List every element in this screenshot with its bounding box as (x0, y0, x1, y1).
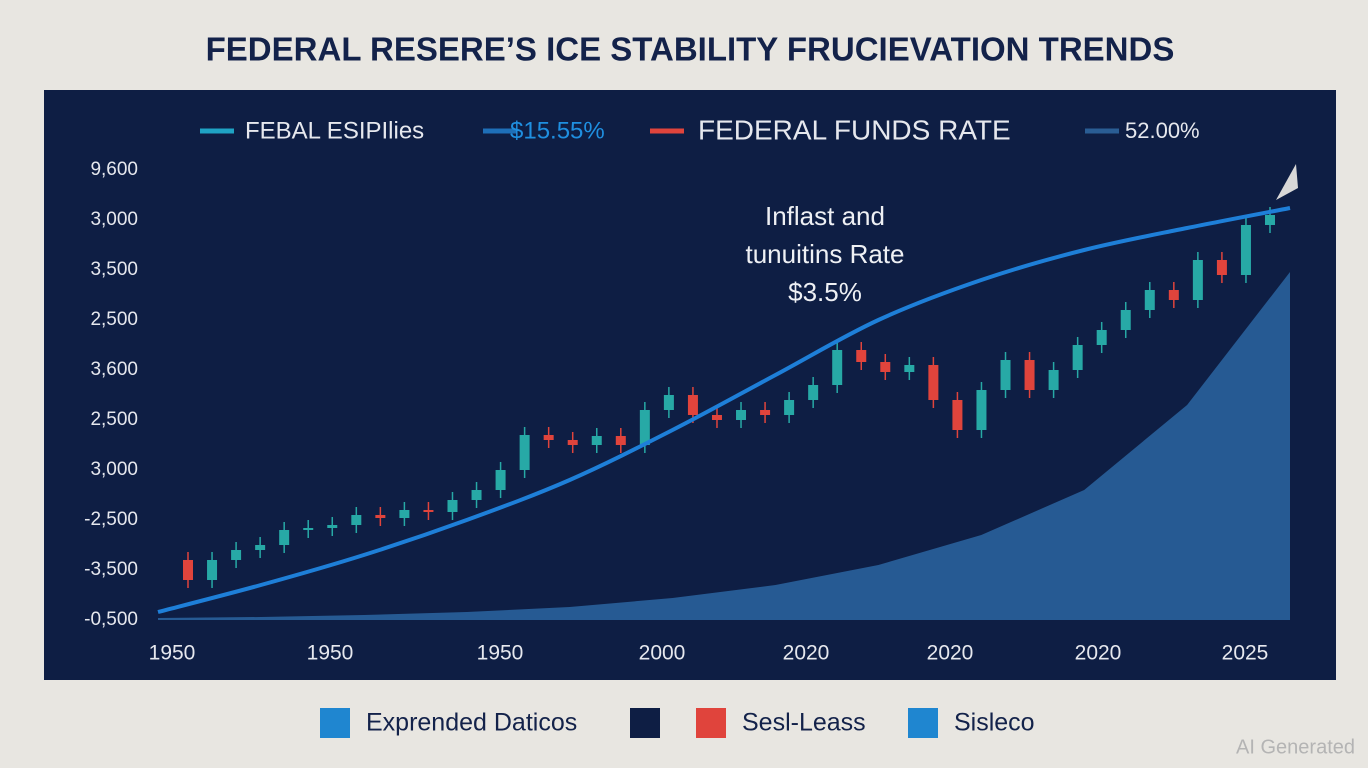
legend-label: $15.55% (510, 117, 605, 144)
candle-body (1192, 260, 1203, 300)
x-axis-label: 2025 (1222, 642, 1269, 665)
y-axis-label: 9,600 (90, 159, 138, 180)
candle-body (1120, 310, 1131, 330)
candle-body (543, 435, 554, 440)
chart-title: FEDERAL RESERE’S ICE STABILITY FRUCIEVAT… (206, 31, 1175, 68)
y-axis-label: 2,500 (90, 409, 138, 430)
x-axis-label: 2020 (783, 642, 830, 665)
legend-label: Sesl-Leass (742, 709, 866, 737)
area (158, 272, 1290, 620)
candle-body (447, 500, 458, 512)
candle-body (784, 400, 795, 415)
candle-body (471, 490, 482, 500)
candle-body (495, 470, 506, 490)
candle-body (183, 560, 193, 580)
legend-label: Sisleco (954, 709, 1035, 737)
candle-body (303, 528, 314, 530)
candle-body (1048, 370, 1059, 390)
legend-swatch (696, 708, 726, 738)
legend-swatch (630, 708, 660, 738)
x-axis-label: 1950 (149, 642, 196, 665)
x-axis-label: 1950 (477, 642, 524, 665)
legend-swatch (320, 708, 350, 738)
candle-body (736, 410, 747, 420)
legend-swatch (908, 708, 938, 738)
candle-body (856, 350, 867, 362)
candle-body (351, 515, 362, 525)
candle-body (711, 415, 722, 420)
legend-label: Exprended Daticos (366, 709, 577, 737)
y-axis-label: 3,600 (90, 359, 138, 380)
candle-body (952, 400, 963, 430)
x-axis-label: 2000 (639, 642, 686, 665)
candle-body (880, 362, 891, 372)
candle-body (663, 395, 674, 410)
candle-body (399, 510, 410, 518)
candle-body (760, 410, 771, 415)
candle-body (1240, 225, 1251, 275)
candle-body (519, 435, 530, 470)
candle-body (904, 365, 915, 372)
candle-body (832, 350, 843, 385)
candle-body (1168, 290, 1179, 300)
candle-body (1072, 345, 1083, 370)
y-axis-label: -3,500 (84, 559, 138, 580)
candle-body (1265, 215, 1275, 225)
x-axis-label: 2020 (927, 642, 974, 665)
y-axis-label: 2,500 (90, 309, 138, 330)
y-axis-label: -0,500 (84, 609, 138, 630)
candle-body (1000, 360, 1011, 390)
candle-body (1096, 330, 1107, 345)
x-axis-label: 1950 (307, 642, 354, 665)
legend-label: FEDERAL FUNDS RATE (698, 114, 1011, 145)
x-axis-label: 2020 (1075, 642, 1122, 665)
y-axis-label: -2,500 (84, 509, 138, 530)
candle-body (639, 410, 650, 445)
legend-label: FEBAL ESIPIlies (245, 117, 424, 144)
arrow-head (1276, 164, 1298, 200)
annotation: Inflast and (765, 201, 885, 231)
candle-body (327, 525, 338, 528)
candle-body (255, 545, 266, 550)
trend-line (157, 206, 1291, 614)
candle-body (1216, 260, 1227, 275)
candle-body (1144, 290, 1155, 310)
annotation: $3.5% (788, 277, 862, 307)
candle-body (279, 530, 290, 545)
y-axis-label: 3,000 (90, 459, 138, 480)
candle-body (207, 560, 218, 580)
candle-body (808, 385, 819, 400)
candle-body (687, 395, 698, 415)
candle-body (1024, 360, 1035, 390)
legend-label: 52.00% (1125, 118, 1200, 143)
candle-body (231, 550, 242, 560)
candle-body (976, 390, 987, 430)
candle-body (928, 365, 939, 400)
y-axis-label: 3,000 (90, 209, 138, 230)
watermark: AI Generated (1236, 736, 1355, 758)
candle-body (423, 510, 434, 512)
annotation: tunuitins Rate (746, 239, 905, 269)
candle-body (375, 515, 386, 518)
candle-body (615, 436, 626, 445)
candle-body (567, 440, 578, 445)
candle-body (591, 436, 602, 445)
y-axis-label: 3,500 (90, 259, 138, 280)
